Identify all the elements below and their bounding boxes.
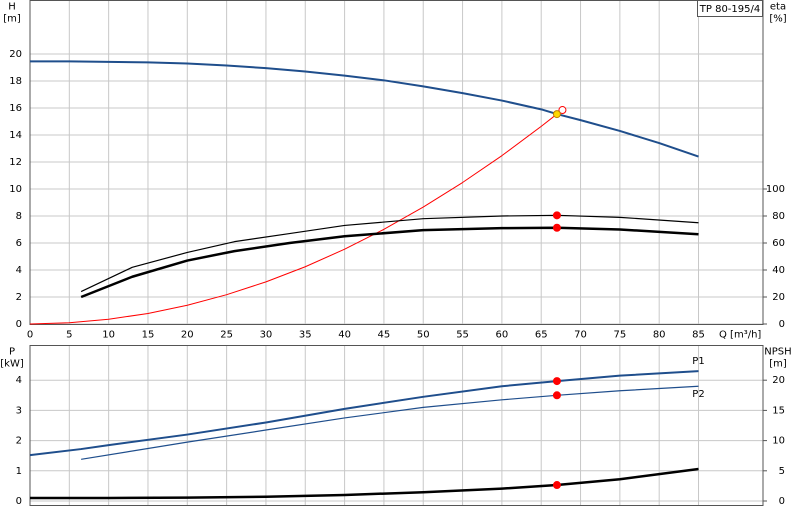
y-axis-label: P bbox=[9, 347, 15, 358]
y2-tick-label: 15 bbox=[772, 405, 785, 416]
y-tick-label: 14 bbox=[9, 130, 22, 141]
x-tick-label: 40 bbox=[338, 330, 351, 341]
plot-frame bbox=[29, 0, 764, 325]
curve bbox=[30, 60, 699, 158]
x-tick-label: 65 bbox=[535, 330, 548, 341]
operating-point bbox=[558, 106, 567, 115]
y2-axis-label: [m] bbox=[769, 359, 787, 370]
plot-frame bbox=[29, 345, 764, 506]
series-label: P2 bbox=[692, 389, 704, 400]
x-tick-label: 85 bbox=[692, 330, 705, 341]
legend-box bbox=[697, 0, 763, 17]
y2-tick-label: 20 bbox=[772, 292, 785, 303]
y-tick-label: 18 bbox=[9, 76, 22, 87]
y-tick-label: 0 bbox=[16, 496, 22, 507]
y-tick-label: 10 bbox=[9, 184, 22, 195]
y2-tick-label: 60 bbox=[772, 238, 785, 249]
curve bbox=[81, 385, 699, 460]
y2-tick-label: 10 bbox=[772, 436, 785, 447]
x-tick-label: 50 bbox=[417, 330, 430, 341]
operating-point bbox=[552, 481, 561, 490]
series-label: P1 bbox=[692, 356, 704, 367]
y2-tick-label: 0 bbox=[779, 496, 785, 507]
x-tick-label: 10 bbox=[102, 330, 115, 341]
curve bbox=[80, 226, 699, 299]
y-axis-label: [kW] bbox=[0, 359, 24, 370]
y2-tick-label: 100 bbox=[766, 184, 785, 195]
y-tick-label: 4 bbox=[16, 265, 22, 276]
x-tick-label: 20 bbox=[181, 330, 194, 341]
x-tick-label: 5 bbox=[66, 330, 72, 341]
y-axis-label: [m] bbox=[3, 14, 21, 25]
x-axis-label: Q [m³/h] bbox=[719, 330, 761, 341]
y2-axis-label: [%] bbox=[769, 14, 786, 25]
x-tick-label: 0 bbox=[27, 330, 33, 341]
y-tick-label: 6 bbox=[16, 238, 22, 249]
x-tick-label: 15 bbox=[142, 330, 155, 341]
x-tick-label: 35 bbox=[299, 330, 312, 341]
y2-axis-label: NPSH bbox=[764, 347, 791, 358]
y-tick-label: 4 bbox=[16, 375, 22, 386]
y2-axis-label: eta bbox=[770, 2, 786, 13]
x-tick-label: 75 bbox=[613, 330, 626, 341]
y-tick-label: 8 bbox=[16, 211, 22, 222]
curve bbox=[29, 370, 699, 457]
y2-tick-label: 80 bbox=[772, 211, 785, 222]
y-tick-label: 3 bbox=[16, 405, 22, 416]
operating-point bbox=[552, 223, 561, 232]
y-tick-label: 20 bbox=[9, 49, 22, 60]
x-tick-label: 55 bbox=[456, 330, 469, 341]
x-tick-label: 30 bbox=[260, 330, 273, 341]
y-tick-label: 0 bbox=[16, 319, 22, 330]
x-tick-label: 60 bbox=[496, 330, 509, 341]
y2-tick-label: 40 bbox=[772, 265, 785, 276]
y2-tick-label: 5 bbox=[779, 466, 785, 477]
y2-tick-label: 20 bbox=[772, 375, 785, 386]
curve bbox=[30, 467, 699, 500]
x-tick-label: 80 bbox=[653, 330, 666, 341]
operating-point bbox=[552, 377, 561, 386]
x-tick-label: 25 bbox=[220, 330, 233, 341]
x-tick-label: 70 bbox=[574, 330, 587, 341]
curve bbox=[80, 214, 699, 293]
y-tick-label: 12 bbox=[9, 157, 22, 168]
legend-label: TP 80-195/4 bbox=[699, 4, 760, 15]
operating-point bbox=[552, 110, 561, 119]
y-axis-label: H bbox=[8, 2, 16, 13]
y-tick-label: 16 bbox=[9, 103, 22, 114]
y2-tick-label: 0 bbox=[779, 319, 785, 330]
y-tick-label: 2 bbox=[16, 292, 22, 303]
operating-point bbox=[552, 391, 561, 400]
x-tick-label: 45 bbox=[378, 330, 391, 341]
curve bbox=[29, 113, 558, 325]
y-tick-label: 1 bbox=[16, 466, 22, 477]
operating-point bbox=[552, 211, 561, 220]
y-tick-label: 2 bbox=[16, 436, 22, 447]
